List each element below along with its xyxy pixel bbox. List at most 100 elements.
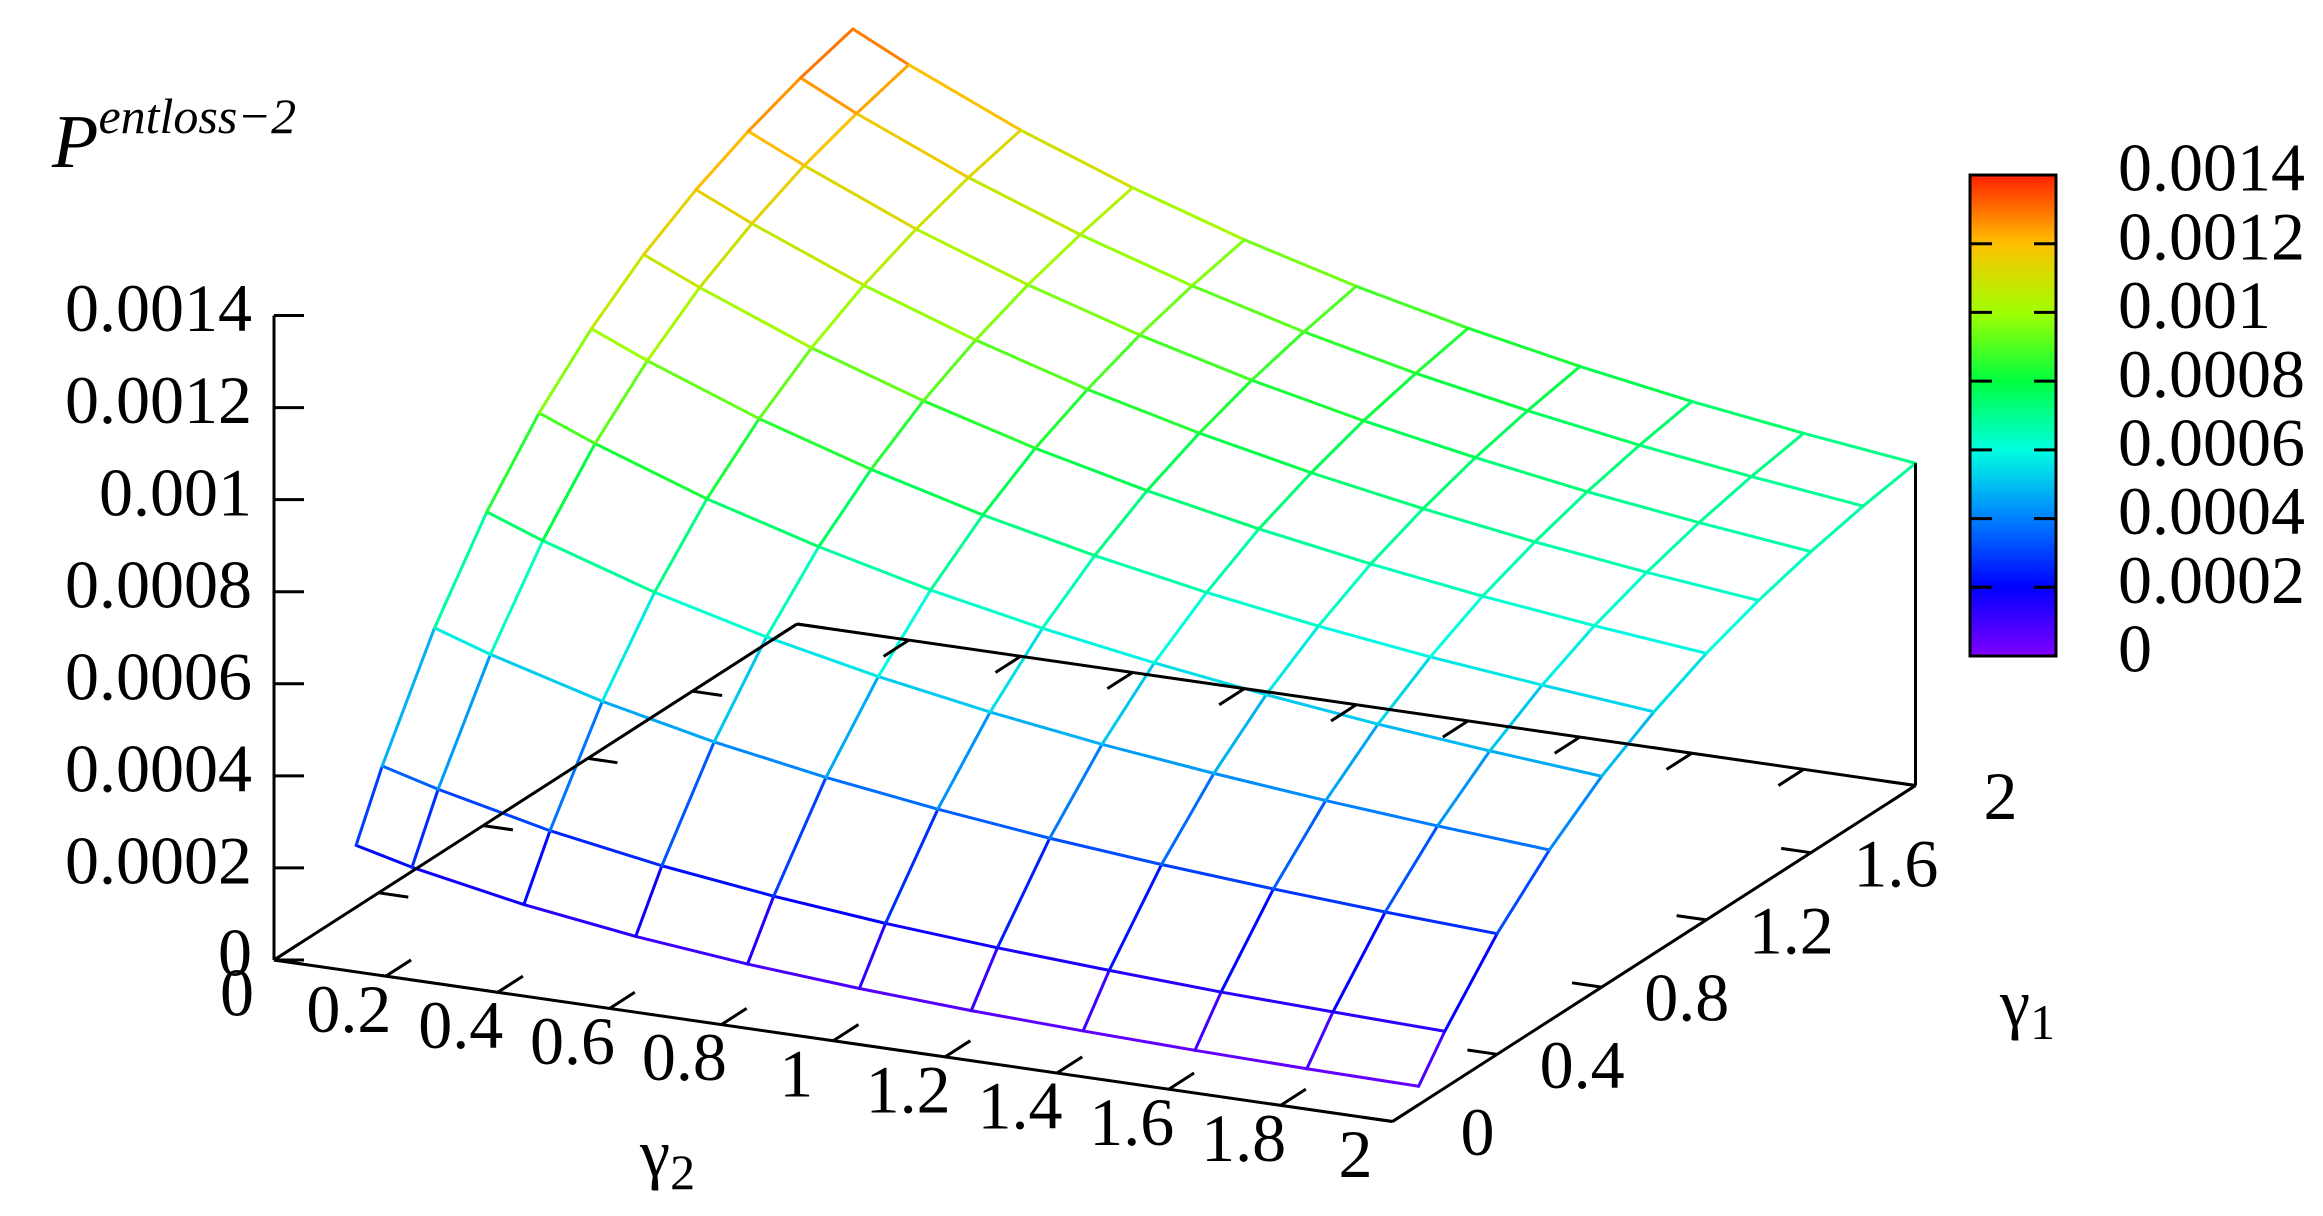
y-label-text: γ — [1999, 965, 2030, 1041]
mesh-segment — [1473, 456, 1589, 494]
x-tick — [1279, 1087, 1307, 1107]
z-axis-label: Pentloss−2 — [51, 88, 296, 184]
mesh-segment — [855, 111, 970, 180]
y-tick-mirror — [587, 756, 618, 765]
mesh-segment — [1369, 507, 1425, 566]
mesh-segment — [1488, 683, 1544, 753]
mesh-segment — [1540, 683, 1656, 714]
mesh-segment — [1305, 1067, 1421, 1088]
colorbar-tick-label: 0.0006 — [2118, 404, 2305, 480]
mesh-segment — [876, 588, 933, 679]
mesh-segment — [600, 590, 657, 703]
mesh-segment — [1271, 887, 1387, 914]
mesh-segment — [705, 497, 821, 549]
mesh-segment — [995, 946, 1111, 972]
colorbar-tick-label: 0.0012 — [2118, 198, 2305, 274]
mesh-segment — [694, 188, 754, 226]
x-tick-mirror — [770, 622, 798, 642]
x-tick — [1167, 1071, 1195, 1091]
mesh-segment — [1383, 824, 1440, 914]
mesh-segment — [589, 327, 649, 363]
colorbar-tick-label: 0.0014 — [2118, 130, 2305, 206]
mesh-segment — [1160, 863, 1275, 891]
mesh-segment — [1592, 624, 1708, 655]
mesh-segment — [1861, 461, 1917, 508]
mesh-segment — [653, 590, 768, 639]
mesh-segment — [1197, 431, 1313, 475]
z-label-text: P — [51, 100, 98, 184]
x-label-sub: 2 — [670, 1144, 695, 1200]
mesh-segment — [969, 1009, 1085, 1033]
x-tick-mirror — [1553, 735, 1581, 755]
mesh-segment — [1040, 626, 1156, 665]
mesh-segment — [1645, 570, 1761, 602]
x-tick — [1056, 1055, 1084, 1075]
mesh-segment — [1331, 910, 1387, 1014]
colorbar-tick-label: 0.0002 — [2118, 542, 2305, 618]
mesh-segment — [1638, 443, 1753, 479]
mesh-segment — [705, 417, 761, 501]
mesh-segment — [1302, 284, 1358, 334]
mesh-segment — [1190, 238, 1246, 288]
mesh-segment — [1026, 283, 1142, 337]
mesh-segment — [712, 635, 768, 744]
mesh-segment — [1809, 504, 1865, 554]
mesh-segment — [936, 807, 1052, 840]
y-tick-label: 0.8 — [1644, 960, 1729, 1036]
colorbar-tick-label: 0.0004 — [2118, 473, 2305, 549]
mesh-segment — [802, 111, 859, 168]
mesh-segment — [1250, 378, 1365, 423]
x-tick-mirror — [994, 655, 1022, 674]
mesh-segment — [966, 128, 1023, 180]
mesh-segment — [799, 76, 859, 115]
y-tick-mirror — [378, 891, 409, 899]
mesh-segment — [1652, 651, 1708, 714]
x-tick-label: 0.8 — [642, 1019, 727, 1095]
mesh-segment — [817, 467, 873, 549]
mesh-segment — [1428, 655, 1544, 687]
mesh-segment — [380, 626, 437, 768]
x-tick-label: 0.2 — [306, 971, 391, 1047]
mesh-segment — [1533, 490, 1589, 544]
y-tick-label: 0 — [1461, 1094, 1495, 1170]
y-tick — [1885, 779, 1916, 787]
mesh-segment — [750, 164, 806, 226]
mesh-segment — [1354, 284, 1470, 330]
mesh-segment — [522, 903, 638, 938]
mesh-segment — [380, 764, 440, 791]
mesh-segment — [1526, 409, 1641, 447]
mesh-segment — [802, 164, 918, 231]
mesh-segment — [660, 740, 716, 868]
x-tick-mirror — [1777, 768, 1805, 787]
mesh-segment — [1488, 749, 1604, 778]
mesh-segment — [1138, 333, 1254, 382]
mesh-segment — [1540, 624, 1596, 687]
z-tick-label: 0.0006 — [65, 638, 252, 714]
mesh-segment — [433, 510, 489, 630]
x-tick-label: 1.4 — [977, 1068, 1062, 1144]
mesh-segment — [862, 227, 918, 287]
mesh-segment — [1428, 594, 1485, 659]
y-axis-label: γ1 — [1999, 965, 2055, 1051]
y-label-sub: 1 — [2030, 994, 2055, 1050]
mesh-segment — [1749, 475, 1865, 508]
mesh-segment — [354, 764, 384, 847]
mesh-segment — [436, 652, 492, 791]
z-tick-label: 0.0004 — [65, 730, 252, 806]
mesh-segment — [1019, 128, 1135, 190]
mesh-segment — [488, 652, 604, 703]
mesh-segment — [660, 864, 776, 898]
mesh-segment — [1219, 990, 1335, 1014]
mesh-segment — [1257, 527, 1373, 566]
y-tick-mirror — [482, 824, 514, 832]
mesh-segment — [1205, 590, 1320, 628]
y-tick-label: 2 — [1984, 758, 2018, 834]
mesh-segment — [1040, 554, 1097, 630]
mesh-segment — [1264, 693, 1380, 726]
mesh-segment — [884, 807, 940, 925]
mesh-segment — [1638, 399, 1694, 447]
mesh-segment — [1190, 284, 1306, 334]
x-tick-mirror — [1330, 703, 1358, 723]
mesh-segment — [764, 635, 880, 679]
